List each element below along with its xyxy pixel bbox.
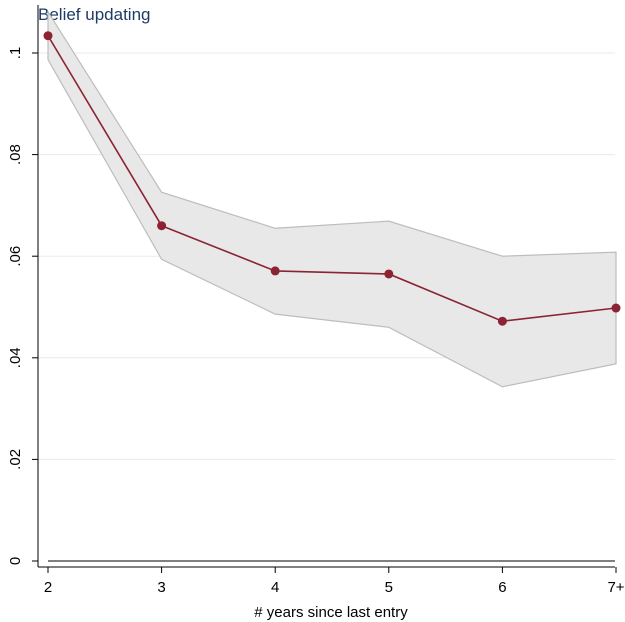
data-point: [497, 316, 507, 326]
y-tick-label: .04: [7, 347, 24, 368]
x-tick-label: 3: [157, 579, 165, 596]
x-tick-label: 7+: [607, 579, 624, 596]
x-tick-label: 5: [385, 579, 393, 596]
data-point: [611, 303, 621, 313]
y-tick-label: .02: [7, 449, 24, 470]
y-tick-label: .08: [7, 144, 24, 165]
chart-title: Belief updating: [38, 5, 150, 24]
ci-band-area: [47, 9, 617, 388]
confidence-band: [47, 9, 617, 388]
x-axis-title: # years since last entry: [254, 604, 408, 621]
y-tick-label: .1: [7, 47, 24, 60]
x-tick-label: 6: [498, 579, 506, 596]
x-tick-label: 2: [44, 579, 52, 596]
series: [43, 31, 621, 326]
series-line: [47, 35, 617, 323]
data-point: [157, 221, 167, 231]
data-point: [270, 266, 280, 276]
y-axis: 0 .02 .04 .06 .08 .1: [7, 47, 38, 565]
x-tick-label: 4: [271, 579, 279, 596]
data-point: [43, 31, 53, 41]
x-axis: 2 3 4 5 6 7+: [44, 567, 625, 596]
data-point: [384, 269, 394, 279]
y-tick-label: 0: [7, 557, 24, 565]
y-tick-label: .06: [7, 246, 24, 267]
